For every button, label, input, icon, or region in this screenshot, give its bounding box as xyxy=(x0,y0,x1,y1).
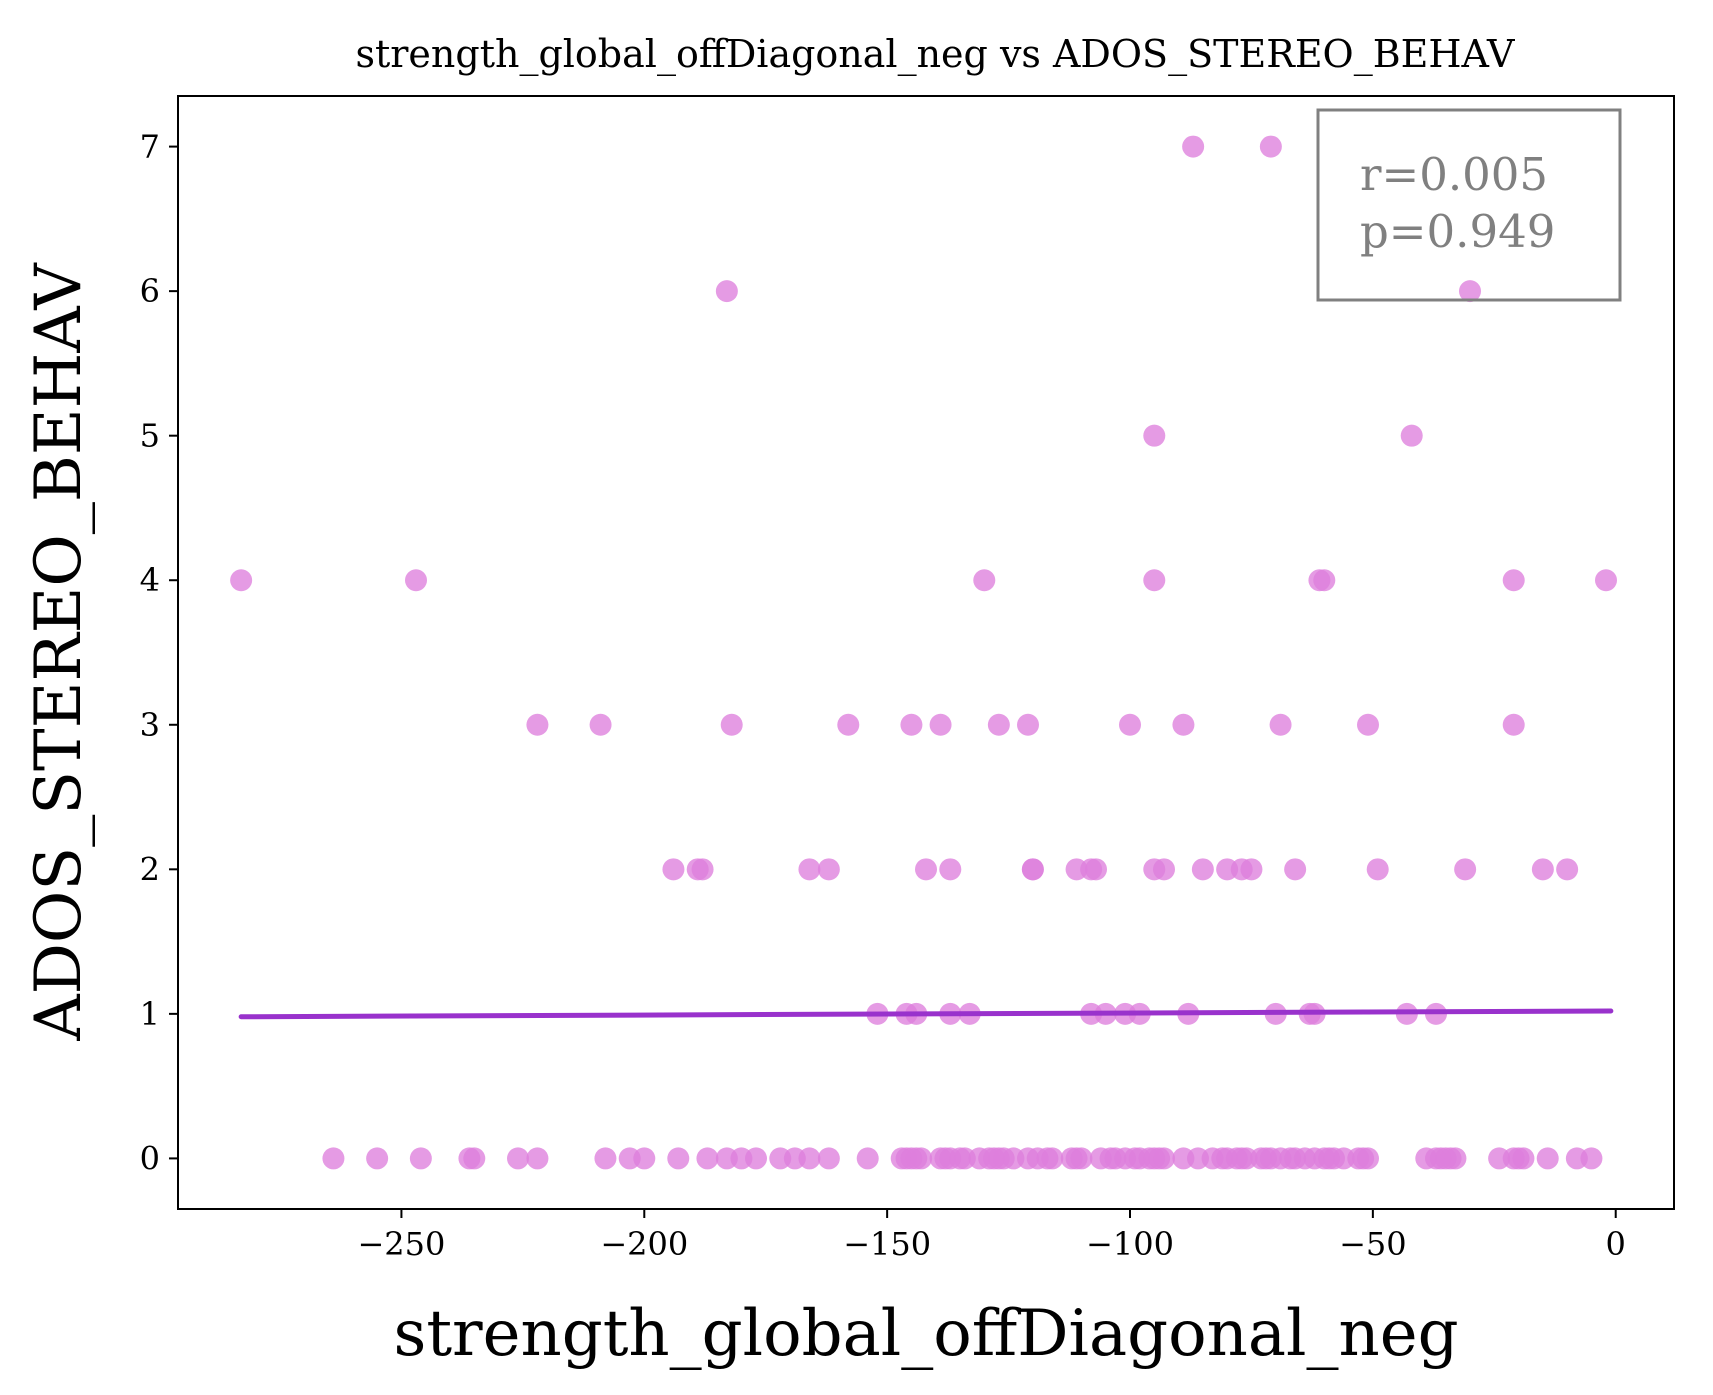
correlation-p-text: p=0.949 xyxy=(1360,205,1555,258)
data-point xyxy=(817,1147,840,1170)
data-point xyxy=(1017,713,1039,736)
data-point xyxy=(405,569,427,592)
data-point xyxy=(798,858,821,881)
data-point xyxy=(1172,713,1195,736)
data-point xyxy=(1580,1147,1603,1170)
data-point xyxy=(900,713,923,736)
data-point xyxy=(1191,858,1214,881)
data-point xyxy=(322,1147,345,1170)
data-point xyxy=(987,713,1010,736)
data-point xyxy=(715,280,738,303)
data-point xyxy=(1444,1147,1467,1170)
data-point xyxy=(1512,1147,1535,1170)
data-point xyxy=(1595,569,1617,592)
data-point xyxy=(667,1147,690,1170)
data-point xyxy=(1070,1147,1093,1170)
x-tick-label: −250 xyxy=(357,1225,445,1263)
stats-annotation: r=0.005 p=0.949 xyxy=(1316,108,1622,302)
data-point xyxy=(1085,858,1107,881)
data-point xyxy=(633,1147,656,1170)
y-tick-label: 5 xyxy=(140,417,160,455)
data-point xyxy=(910,1147,933,1170)
correlation-r-text: r=0.005 xyxy=(1360,148,1548,201)
data-point xyxy=(1240,858,1263,881)
data-point xyxy=(1531,858,1554,881)
x-tick-label: −150 xyxy=(843,1225,931,1263)
data-point xyxy=(696,1147,719,1170)
regression-line xyxy=(238,1008,1614,1020)
y-axis-ticks: 0 1 2 3 4 5 6 7 xyxy=(140,128,178,1177)
data-point xyxy=(837,713,860,736)
data-point xyxy=(1366,858,1389,881)
x-tick-label: −200 xyxy=(600,1225,688,1263)
data-point xyxy=(507,1147,529,1170)
y-tick-label: 1 xyxy=(140,995,160,1033)
y-tick-label: 0 xyxy=(140,1139,160,1177)
x-tick-label: −100 xyxy=(1086,1225,1174,1263)
data-point xyxy=(1313,569,1336,592)
y-tick-label: 3 xyxy=(140,706,160,744)
data-point xyxy=(594,1147,617,1170)
data-point xyxy=(463,1147,486,1170)
data-point xyxy=(939,858,962,881)
data-point xyxy=(1556,858,1579,881)
stats-box xyxy=(1316,108,1622,302)
data-point xyxy=(1153,1147,1175,1170)
data-point xyxy=(691,858,714,881)
data-point xyxy=(798,1147,821,1170)
data-point xyxy=(589,713,612,736)
data-point xyxy=(409,1147,432,1170)
y-tick-label: 7 xyxy=(140,128,160,166)
data-point xyxy=(1536,1147,1559,1170)
data-point xyxy=(366,1147,389,1170)
x-tick-label: 0 xyxy=(1606,1225,1626,1263)
data-point xyxy=(1119,713,1141,736)
data-point xyxy=(1021,858,1044,881)
data-point xyxy=(230,569,253,592)
data-point xyxy=(662,858,685,881)
data-point xyxy=(720,713,743,736)
data-point xyxy=(745,1147,767,1170)
data-point xyxy=(1143,569,1166,592)
y-axis-label: ADOS_STEREO_BEHAV xyxy=(22,262,96,1042)
data-point xyxy=(1459,280,1481,303)
data-point xyxy=(1400,424,1423,447)
data-point xyxy=(1502,569,1525,592)
x-axis-ticks: −250 −200 −150 −100 −50 0 xyxy=(357,1209,1626,1263)
y-tick-label: 2 xyxy=(140,850,160,888)
data-point xyxy=(1143,424,1166,447)
data-point xyxy=(526,713,549,736)
data-point xyxy=(973,569,996,592)
x-axis-label: strength_global_offDiagonal_neg xyxy=(393,1297,1458,1371)
data-point xyxy=(856,1147,879,1170)
x-tick-label: −50 xyxy=(1339,1225,1407,1263)
data-point xyxy=(1182,135,1205,158)
data-point xyxy=(929,713,952,736)
data-points xyxy=(230,135,1617,1170)
data-point xyxy=(526,1147,549,1170)
plot-frame xyxy=(177,95,1675,1210)
y-tick-label: 6 xyxy=(140,272,160,310)
data-point xyxy=(1502,713,1525,736)
data-point xyxy=(915,858,937,881)
data-point xyxy=(1259,135,1282,158)
data-point xyxy=(1041,1147,1064,1170)
data-point xyxy=(1357,1147,1379,1170)
data-point xyxy=(1357,713,1379,736)
chart-title: strength_global_offDiagonal_neg vs ADOS_… xyxy=(355,32,1515,77)
data-point xyxy=(1284,858,1307,881)
data-point xyxy=(1153,858,1175,881)
data-point xyxy=(1454,858,1477,881)
data-point xyxy=(817,858,840,881)
y-tick-label: 4 xyxy=(140,561,160,599)
data-point xyxy=(1269,713,1292,736)
